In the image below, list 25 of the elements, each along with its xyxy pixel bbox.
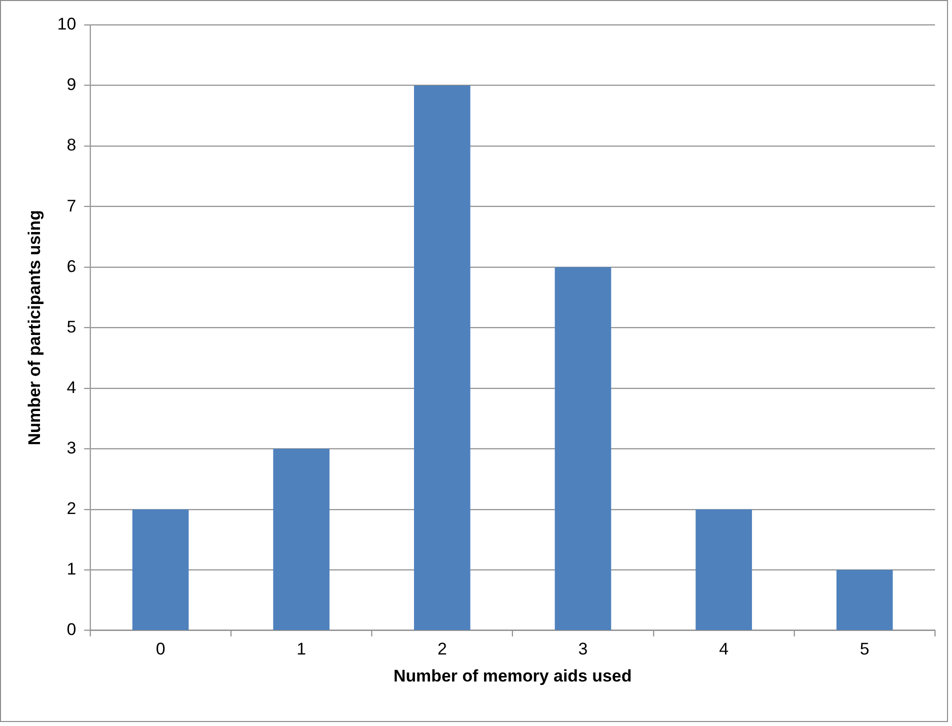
x-tick-label: 5 [860,639,870,658]
y-tick-label: 10 [57,14,76,34]
bar [414,85,470,630]
x-tick-label: 3 [578,639,588,658]
y-tick-label: 0 [66,620,76,640]
x-tick-label: 4 [719,639,729,658]
y-tick-label: 3 [66,438,76,458]
y-axis-title: Number of participants using [24,210,44,446]
bar [696,509,752,630]
x-tick-label: 2 [437,639,447,658]
y-tick-label: 1 [66,560,76,579]
x-tick-label: 1 [296,639,306,658]
bar [554,267,612,630]
y-tick-label: 9 [66,75,76,94]
y-tick-label: 8 [66,136,76,155]
bar [273,448,330,630]
y-tick-label: 7 [66,196,76,216]
y-tick-label: 2 [66,499,76,518]
bar [836,570,893,630]
x-tick-label: 0 [156,639,166,658]
y-tick-label: 6 [66,256,76,276]
bar [132,509,189,630]
y-tick-label: 4 [66,378,76,397]
x-axis-title: Number of memory aids used [393,666,632,686]
y-tick-label: 5 [66,317,76,336]
